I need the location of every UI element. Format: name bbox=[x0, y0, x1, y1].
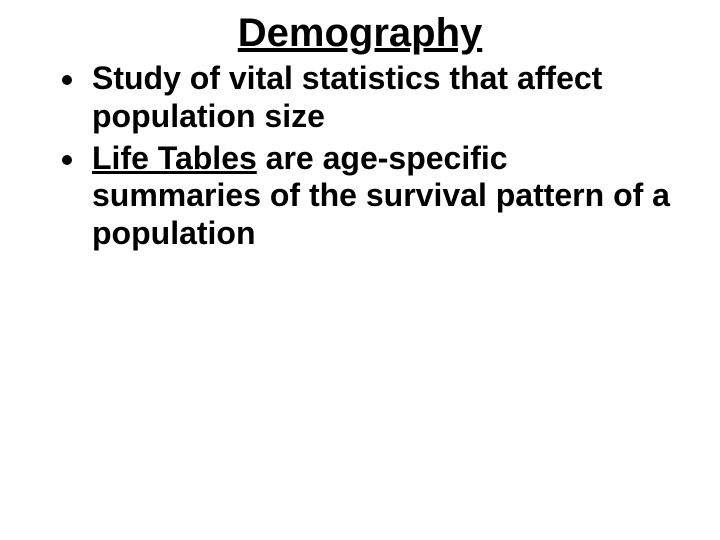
bullet-list: Study of vital statistics that affect po… bbox=[40, 60, 680, 253]
slide: Demography Study of vital statistics tha… bbox=[0, 0, 720, 540]
text-segment: Life Tables bbox=[92, 140, 257, 176]
text-segment: Study of vital statistics that affect po… bbox=[92, 60, 602, 134]
list-item: Life Tables are age-specific summaries o… bbox=[88, 140, 680, 253]
slide-title: Demography bbox=[40, 10, 680, 56]
list-item: Study of vital statistics that affect po… bbox=[88, 60, 680, 136]
